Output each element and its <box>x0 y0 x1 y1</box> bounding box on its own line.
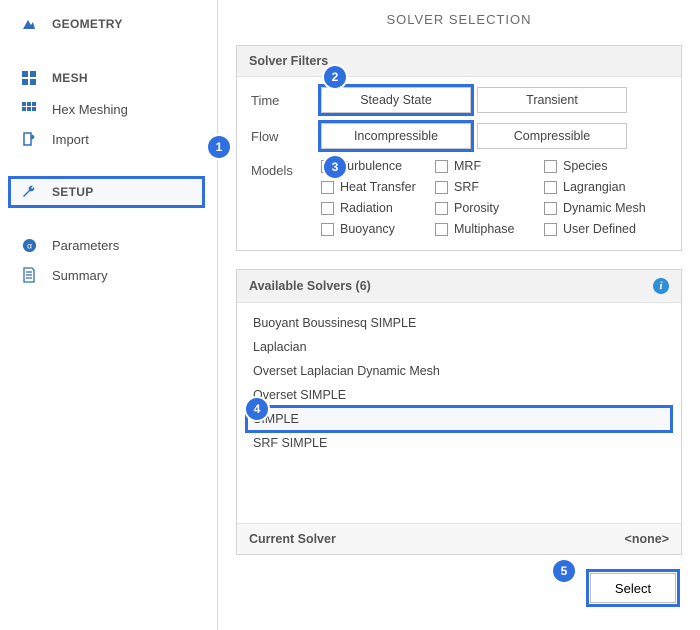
solver-item-selected[interactable]: SIMPLE <box>247 407 671 431</box>
chk-mrf[interactable]: MRF <box>435 159 540 173</box>
info-icon[interactable]: i <box>653 278 669 294</box>
sidebar-label: Summary <box>52 268 108 283</box>
chk-multiphase[interactable]: Multiphase <box>435 222 540 236</box>
mesh-icon <box>20 69 38 87</box>
chk-porosity[interactable]: Porosity <box>435 201 540 215</box>
callout-1: 1 <box>208 136 230 158</box>
panel-header-label: Solver Filters <box>249 54 328 68</box>
chk-species[interactable]: Species <box>544 159 654 173</box>
main-panel: SOLVER SELECTION Solver Filters Time Ste… <box>218 0 700 630</box>
sidebar-item-parameters[interactable]: α Parameters <box>0 230 217 260</box>
chk-userdef[interactable]: User Defined <box>544 222 654 236</box>
flow-compressible-button[interactable]: Compressible <box>477 123 627 149</box>
solver-list: Buoyant Boussinesq SIMPLE Laplacian Over… <box>237 303 681 523</box>
current-solver-value: <none> <box>625 532 669 546</box>
solver-item[interactable]: Overset Laplacian Dynamic Mesh <box>247 359 671 383</box>
select-button[interactable]: Select <box>590 573 676 603</box>
panel-header: Solver Filters <box>237 46 681 77</box>
wrench-icon <box>20 183 38 201</box>
flow-label: Flow <box>251 129 321 144</box>
sidebar-label: GEOMETRY <box>52 17 123 31</box>
svg-text:α: α <box>27 240 32 250</box>
chk-lagrangian[interactable]: Lagrangian <box>544 180 654 194</box>
time-transient-button[interactable]: Transient <box>477 87 627 113</box>
time-steady-button[interactable]: Steady State <box>321 87 471 113</box>
solver-item[interactable]: Buoyant Boussinesq SIMPLE <box>247 311 671 335</box>
callout-4: 4 <box>246 398 268 420</box>
chk-heat[interactable]: Heat Transfer <box>321 180 431 194</box>
models-grid: Turbulence MRF Species Heat Transfer SRF… <box>321 159 654 236</box>
sidebar-item-import[interactable]: Import <box>0 124 217 154</box>
flow-incompressible-button[interactable]: Incompressible <box>321 123 471 149</box>
solver-filters-panel: Solver Filters Time Steady State Transie… <box>236 45 682 251</box>
callout-2: 2 <box>324 66 346 88</box>
sidebar: GEOMETRY MESH Hex Meshing Import <box>0 0 218 630</box>
solver-item[interactable]: SRF SIMPLE <box>247 431 671 455</box>
sidebar-item-hex-meshing[interactable]: Hex Meshing <box>0 94 217 124</box>
panel-header: Available Solvers (6) i <box>237 270 681 303</box>
panel-header-label: Available Solvers (6) <box>249 279 371 293</box>
chk-radiation[interactable]: Radiation <box>321 201 431 215</box>
chk-dynamicmesh[interactable]: Dynamic Mesh <box>544 201 654 215</box>
document-icon <box>20 266 38 284</box>
parameters-icon: α <box>20 236 38 254</box>
models-label: Models <box>251 159 321 236</box>
sidebar-item-setup[interactable]: SETUP <box>8 176 205 208</box>
callout-5: 5 <box>553 560 575 582</box>
sidebar-item-geometry[interactable]: GEOMETRY <box>0 8 217 40</box>
solver-item[interactable]: Overset SIMPLE <box>247 383 671 407</box>
solver-item[interactable]: Laplacian <box>247 335 671 359</box>
available-solvers-panel: Available Solvers (6) i Buoyant Boussine… <box>236 269 682 555</box>
sidebar-label: Import <box>52 132 89 147</box>
sidebar-label: SETUP <box>52 185 94 199</box>
page-title: SOLVER SELECTION <box>236 0 682 45</box>
sidebar-item-mesh[interactable]: MESH <box>0 62 217 94</box>
hex-icon <box>20 100 38 118</box>
sidebar-label: Hex Meshing <box>52 102 128 117</box>
current-solver-label: Current Solver <box>249 532 336 546</box>
current-solver-row: Current Solver <none> <box>237 523 681 554</box>
sidebar-label: MESH <box>52 71 88 85</box>
chk-buoyancy[interactable]: Buoyancy <box>321 222 431 236</box>
geometry-icon <box>20 15 38 33</box>
chk-srf[interactable]: SRF <box>435 180 540 194</box>
time-label: Time <box>251 93 321 108</box>
callout-3: 3 <box>324 156 346 178</box>
sidebar-item-summary[interactable]: Summary <box>0 260 217 290</box>
import-icon <box>20 130 38 148</box>
sidebar-label: Parameters <box>52 238 119 253</box>
